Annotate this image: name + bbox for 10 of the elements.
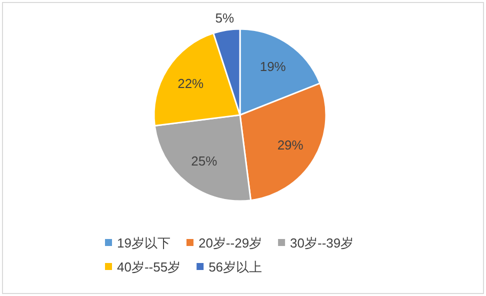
legend-label: 56岁以上 [208,260,262,274]
legend-label: 30岁--39岁 [290,236,354,250]
data-label: 5% [215,10,234,26]
legend-label: 20岁--29岁 [198,236,262,250]
legend-label: 19岁以下 [117,236,170,250]
data-label: 19% [260,59,286,74]
data-label: 25% [191,154,218,169]
data-label: 29% [277,137,304,152]
legend-label: 40岁--55岁 [117,260,181,274]
data-label: 22% [178,76,204,92]
